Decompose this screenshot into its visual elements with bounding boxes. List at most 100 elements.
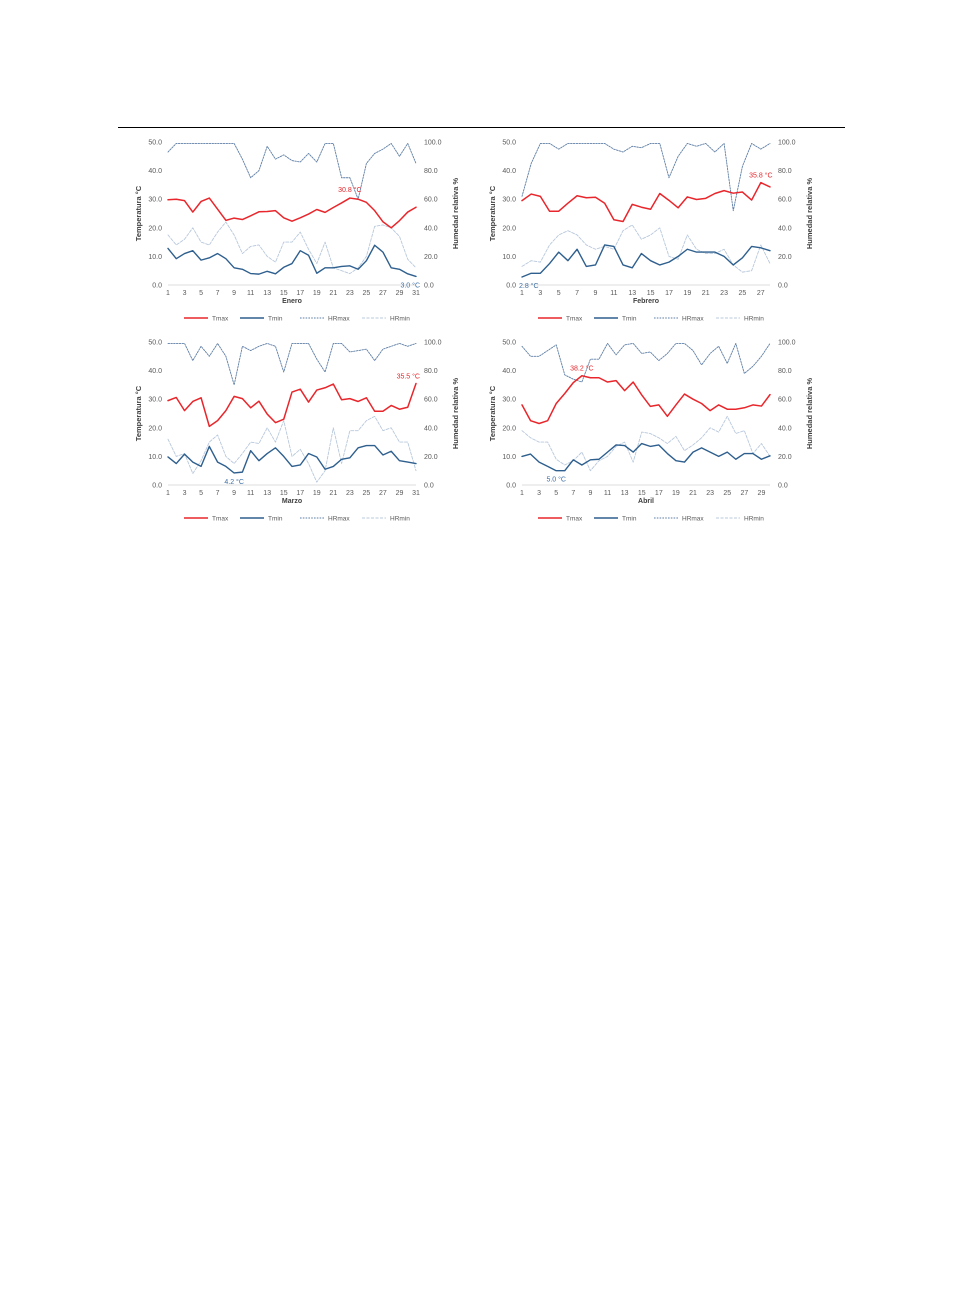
y-left-tick-label: 50.0 — [502, 340, 516, 347]
legend-label-tmin: Tmin — [622, 316, 637, 323]
y-left-tick-label: 0.0 — [506, 483, 516, 490]
x-tick-label: 15 — [647, 290, 655, 297]
data-annotation: 30.8 °C — [338, 186, 361, 194]
y-right-tick-label: 40.0 — [424, 225, 438, 232]
x-tick-label: 27 — [379, 290, 387, 297]
y-right-tick-label: 100.0 — [778, 140, 796, 147]
x-tick-label: 19 — [313, 290, 321, 297]
legend-label-tmax: Tmax — [212, 516, 229, 523]
legend-label-hrmax: HRmax — [682, 316, 704, 323]
x-tick-label: 25 — [363, 490, 371, 497]
x-tick-label: 3 — [183, 490, 187, 497]
y-left-tick-label: 20.0 — [148, 225, 162, 232]
x-tick-label: 11 — [247, 490, 254, 497]
x-tick-label: 11 — [610, 290, 617, 297]
chart-abril-svg: 0.0 10.0 20.0 30.0 40.0 50.0 0.0 20.0 40.0 60.0 80… — [488, 340, 814, 523]
chart-marzo: 0.0 10.0 20.0 30.0 40.0 50.0 0.0 20.0 40.0 60.0 80… — [118, 332, 478, 532]
x-tick-label: 13 — [263, 490, 271, 497]
y-left-tick-label: 40.0 — [148, 168, 162, 175]
legend-label-tmin: Tmin — [268, 516, 283, 523]
x-tick-label: 25 — [723, 490, 731, 497]
y-left-tick-label: 30.0 — [148, 397, 162, 404]
legend-label-hrmin: HRmin — [390, 516, 410, 523]
legend-label-hrmin: HRmin — [390, 316, 410, 323]
y-left-tick-label: 30.0 — [502, 397, 516, 404]
y-right-tick-label: 40.0 — [778, 425, 792, 432]
x-axis-title: Febrero — [633, 298, 659, 305]
y-right-tick-label: 20.0 — [778, 254, 792, 261]
y-right-tick-label: 0.0 — [424, 283, 434, 290]
x-tick-label: 3 — [538, 290, 542, 297]
legend-label-tmax: Tmax — [212, 316, 229, 323]
x-tick-label: 5 — [199, 290, 203, 297]
series-line-hrmax — [521, 342, 771, 383]
x-tick-label: 17 — [655, 490, 663, 497]
x-tick-label: 1 — [166, 490, 170, 497]
series-line-tmin — [521, 244, 771, 278]
y-left-tick-label: 10.0 — [148, 454, 162, 461]
series-line-hrmin — [521, 224, 771, 273]
x-tick-label: 13 — [263, 290, 271, 297]
x-tick-label: 9 — [588, 490, 592, 497]
y-right-tick-label: 60.0 — [778, 197, 792, 204]
y-right-tick-label: 80.0 — [424, 368, 438, 375]
series-line-tmax — [521, 375, 771, 425]
series-line-tmin — [167, 444, 417, 474]
y-right-tick-label: 60.0 — [424, 397, 438, 404]
data-annotation: 35.8 °C — [749, 172, 772, 180]
y-left-tick-label: 30.0 — [502, 197, 516, 204]
top-rule — [118, 127, 845, 128]
series-line-tmax — [521, 181, 771, 223]
x-tick-label: 11 — [604, 490, 611, 497]
y-right-axis-title: Humedad relativa % — [805, 378, 814, 450]
series-line-hrmax — [167, 142, 417, 200]
series-line-tmin — [521, 442, 771, 472]
x-tick-label: 21 — [689, 490, 697, 497]
series-line-tmax — [167, 197, 417, 229]
x-tick-label: 15 — [280, 290, 288, 297]
y-right-axis-title: Humedad relativa % — [451, 178, 460, 250]
x-tick-label: 13 — [621, 490, 629, 497]
data-annotation: 38.2 °C — [570, 365, 593, 373]
x-tick-label: 19 — [313, 490, 321, 497]
x-tick-label: 9 — [232, 490, 236, 497]
y-left-tick-label: 10.0 — [502, 454, 516, 461]
y-left-tick-label: 50.0 — [148, 140, 162, 147]
y-right-tick-label: 20.0 — [778, 454, 792, 461]
series-line-hrmin — [521, 415, 771, 472]
y-right-tick-label: 60.0 — [424, 197, 438, 204]
y-right-tick-label: 100.0 — [778, 340, 796, 347]
series-line-tmax — [167, 382, 417, 428]
legend-label-hrmin: HRmin — [744, 316, 764, 323]
x-tick-label: 13 — [628, 290, 636, 297]
x-tick-label: 1 — [520, 490, 524, 497]
data-annotation: 2.8 °C — [519, 282, 539, 290]
y-left-tick-label: 20.0 — [502, 425, 516, 432]
x-tick-label: 21 — [329, 290, 337, 297]
x-tick-label: 15 — [638, 490, 646, 497]
x-tick-label: 1 — [166, 290, 170, 297]
y-left-axis-title: Temperatura °C — [134, 185, 143, 241]
x-tick-label: 7 — [216, 490, 220, 497]
x-tick-label: 27 — [740, 490, 748, 497]
y-left-axis-title: Temperatura °C — [488, 385, 497, 441]
x-tick-label: 23 — [720, 290, 728, 297]
legend-label-hrmax: HRmax — [682, 516, 704, 523]
series-line-hrmax — [167, 342, 417, 386]
legend-label-hrmax: HRmax — [328, 516, 350, 523]
x-tick-label: 5 — [554, 490, 558, 497]
x-tick-label: 23 — [706, 490, 714, 497]
x-tick-label: 3 — [537, 490, 541, 497]
x-tick-label: 19 — [683, 290, 691, 297]
y-left-tick-label: 40.0 — [148, 368, 162, 375]
y-right-tick-label: 40.0 — [424, 425, 438, 432]
y-right-tick-label: 0.0 — [778, 283, 788, 290]
chart-enero-svg: 0.0 10.0 20.0 30.0 40.0 50.0 0.0 20.0 40.0 60.0 80… — [134, 140, 460, 323]
legend-label-tmax: Tmax — [566, 516, 583, 523]
series-line-hrmin — [167, 415, 417, 483]
x-tick-label: 23 — [346, 290, 354, 297]
chart-marzo-svg: 0.0 10.0 20.0 30.0 40.0 50.0 0.0 20.0 40.0 60.0 80… — [134, 340, 460, 523]
y-left-tick-label: 50.0 — [148, 340, 162, 347]
y-left-axis-title: Temperatura °C — [134, 385, 143, 441]
x-tick-label: 21 — [702, 290, 710, 297]
